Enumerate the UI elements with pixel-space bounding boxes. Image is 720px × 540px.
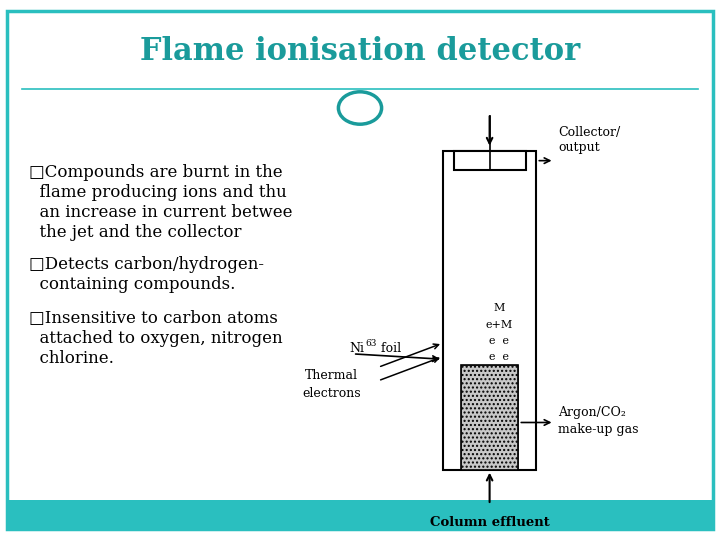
Text: e  e: e e	[489, 336, 509, 346]
Text: □Detects carbon/hydrogen-: □Detects carbon/hydrogen-	[29, 256, 264, 273]
Text: foil: foil	[377, 342, 401, 355]
Text: the jet and the collector: the jet and the collector	[29, 224, 241, 241]
Text: Collector/: Collector/	[558, 126, 620, 139]
Text: Argon/CO₂: Argon/CO₂	[558, 406, 626, 419]
Text: e+M: e+M	[485, 320, 513, 329]
Text: chlorine.: chlorine.	[29, 350, 114, 367]
Text: Flame ionisation detector: Flame ionisation detector	[140, 36, 580, 67]
Text: 63: 63	[365, 339, 377, 348]
Text: M: M	[493, 303, 505, 313]
Text: electrons: electrons	[302, 387, 361, 400]
Text: Thermal: Thermal	[305, 369, 358, 382]
Text: output: output	[558, 141, 600, 154]
Bar	[443, 151, 536, 470]
Text: containing compounds.: containing compounds.	[29, 276, 235, 293]
Bar	[7, 500, 713, 529]
Text: attached to oxygen, nitrogen: attached to oxygen, nitrogen	[29, 330, 282, 347]
Text: □Compounds are burnt in the: □Compounds are burnt in the	[29, 164, 282, 181]
Text: flame producing ions and thu: flame producing ions and thu	[29, 184, 287, 201]
Text: Column effluent: Column effluent	[430, 516, 549, 529]
Text: Ni: Ni	[349, 342, 364, 355]
Text: make-up gas: make-up gas	[558, 423, 639, 436]
Bar	[461, 364, 518, 470]
Text: e  e: e e	[489, 352, 509, 362]
Text: □Insensitive to carbon atoms: □Insensitive to carbon atoms	[29, 310, 278, 327]
Text: an increase in current betwee: an increase in current betwee	[29, 204, 292, 221]
Bar	[454, 151, 526, 170]
Bar	[461, 364, 518, 470]
